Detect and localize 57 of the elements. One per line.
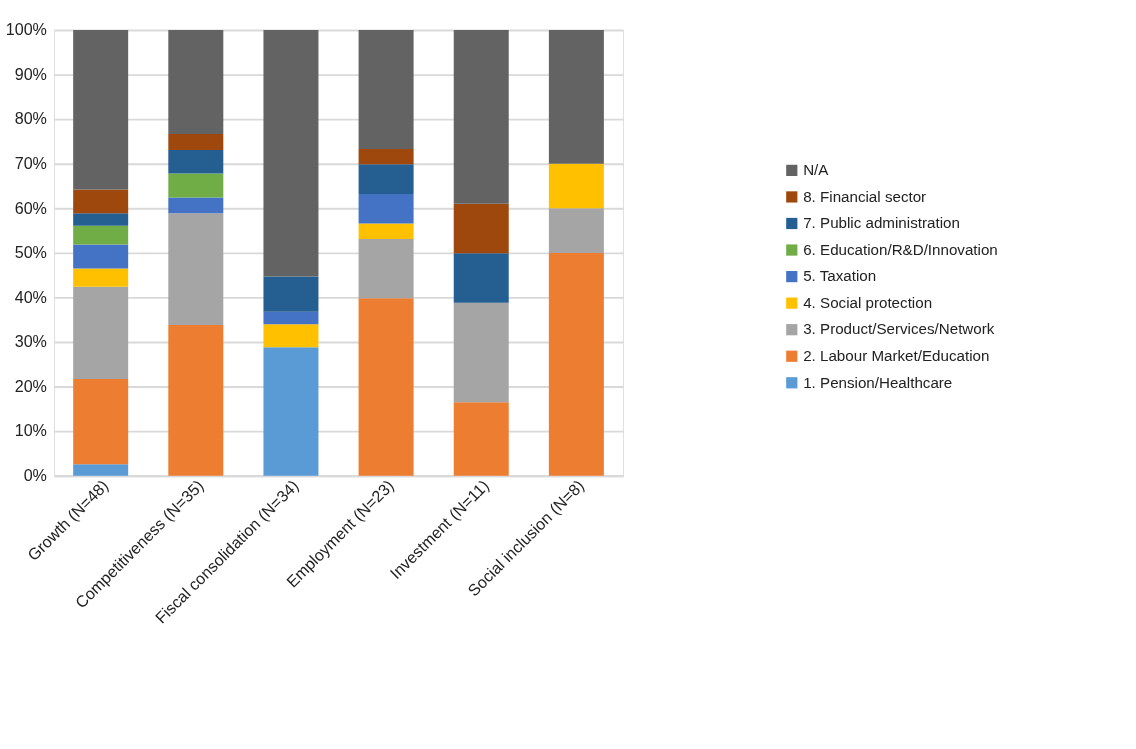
- legend-label: N/A: [803, 161, 830, 179]
- bar: [263, 311, 319, 325]
- bar: [548, 163, 604, 209]
- legend-label: 5. Taxation: [803, 267, 877, 285]
- y-tick-label: 50%: [14, 243, 47, 262]
- bar: [168, 149, 224, 174]
- bar: [73, 225, 129, 245]
- legend-label: 7. Public administration: [803, 214, 960, 232]
- bar: [358, 298, 414, 476]
- bar: [263, 276, 319, 312]
- y-tick-label: 30%: [14, 332, 47, 351]
- bar: [453, 30, 509, 204]
- bar: [73, 244, 129, 269]
- y-tick-label: 60%: [14, 198, 47, 217]
- y-tick-label: 10%: [14, 421, 47, 440]
- bar: [73, 379, 129, 465]
- y-tick-label: 70%: [14, 153, 47, 172]
- y-tick-label: 40%: [14, 287, 47, 306]
- bar: [168, 197, 224, 214]
- bar: [358, 194, 414, 224]
- bar: [168, 30, 224, 134]
- bar: [263, 347, 319, 476]
- bar: [548, 252, 604, 476]
- bar: [358, 223, 414, 240]
- legend-label: 1. Pension/Healthcare: [803, 373, 953, 391]
- y-tick-label: 20%: [14, 376, 47, 395]
- bar: [453, 302, 509, 403]
- legend-label: 4. Social protection: [803, 293, 933, 311]
- bar: [358, 164, 414, 195]
- bar: [168, 325, 224, 476]
- bar: [548, 208, 604, 253]
- bar: [168, 213, 224, 326]
- y-tick-label: 80%: [14, 109, 47, 128]
- bar: [453, 203, 509, 254]
- bar: [263, 30, 319, 277]
- bar: [73, 464, 129, 476]
- bar: [73, 268, 129, 287]
- legend-label: 8. Financial sector: [803, 187, 927, 205]
- legend-label: 3. Product/Services/Network: [803, 320, 995, 338]
- legend-label: 2. Labour Market/Education: [803, 346, 990, 364]
- bar: [73, 286, 129, 380]
- y-tick-label: 0%: [23, 465, 47, 484]
- bar: [73, 189, 129, 214]
- bar: [358, 149, 414, 165]
- bar: [263, 324, 319, 348]
- bar: [168, 173, 224, 198]
- bar: [358, 30, 414, 150]
- bar: [453, 253, 509, 303]
- y-tick-label: 100%: [5, 20, 47, 39]
- bar: [358, 239, 414, 299]
- bar: [73, 213, 129, 226]
- bar: [453, 402, 509, 476]
- y-tick-label: 90%: [14, 64, 47, 83]
- bar: [73, 30, 129, 190]
- bar: [548, 30, 604, 164]
- bar: [168, 133, 224, 150]
- legend-label: 6. Education/R&D/Innovation: [803, 240, 998, 258]
